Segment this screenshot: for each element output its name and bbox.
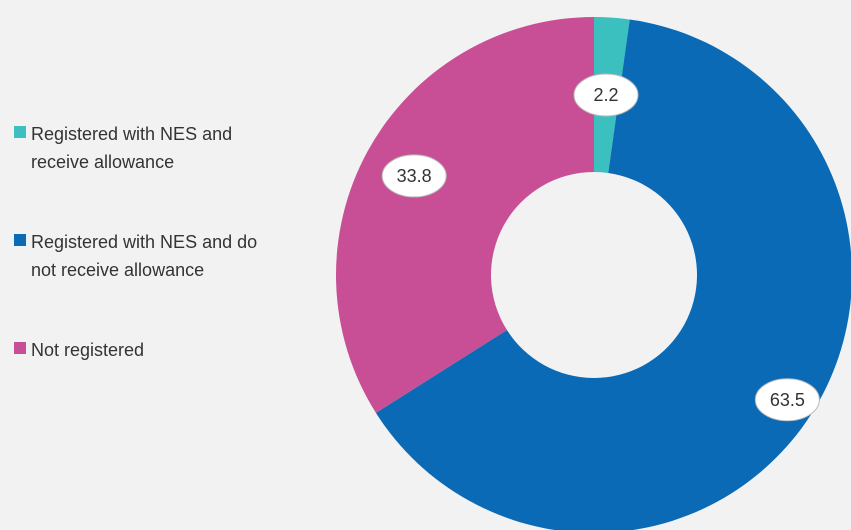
legend-item-registered-not-receive: Registered with NES and do not receive a… xyxy=(14,228,271,284)
legend-label: Registered with NES and do not receive a… xyxy=(31,232,258,280)
legend-item-not-registered: Not registered xyxy=(14,336,271,364)
legend-swatch xyxy=(14,342,26,354)
data-label-registered-receive: 2.2 xyxy=(573,73,639,117)
data-label-not-registered: 33.8 xyxy=(381,154,447,198)
legend-swatch xyxy=(14,234,26,246)
donut-slice-registered-not-receive xyxy=(375,19,851,530)
legend-label: Not registered xyxy=(31,340,145,360)
legend-swatch xyxy=(14,126,26,138)
data-label-bubble xyxy=(381,154,447,198)
data-label-bubble xyxy=(754,378,820,422)
data-label-text: 2.2 xyxy=(593,85,618,105)
data-label-registered-not-receive: 63.5 xyxy=(754,378,820,422)
donut-slice-not-registered xyxy=(335,17,594,413)
legend-label: Registered with NES and receive allowanc… xyxy=(31,124,233,172)
data-label-text: 33.8 xyxy=(397,166,432,186)
data-label-text: 63.5 xyxy=(770,390,805,410)
legend-item-registered-receive: Registered with NES and receive allowanc… xyxy=(14,120,271,176)
donut-value-labels: 2.2 63.5 33.8 xyxy=(381,73,820,422)
data-label-bubble xyxy=(573,73,639,117)
